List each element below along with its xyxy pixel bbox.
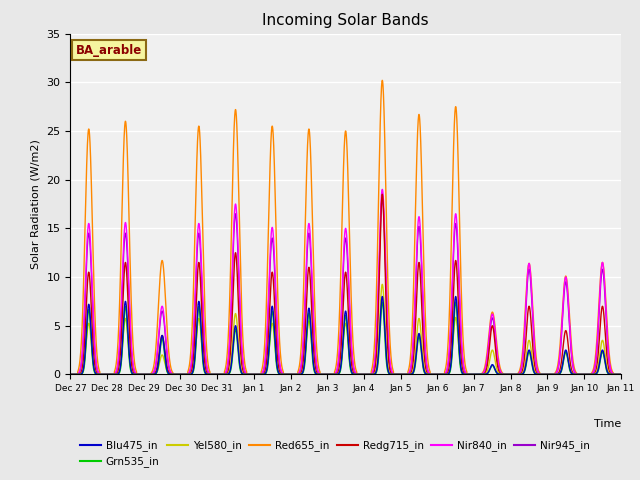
Nir945_in [378,196,386,202]
Nir840_in [179,372,186,377]
Nir840_in [184,372,192,377]
Red655_in [500,372,508,377]
Yel580_in [179,372,186,377]
Line: Red655_in: Red655_in [70,80,621,374]
Red655_in [422,319,429,325]
Redg715_in [422,365,429,371]
Y-axis label: Solar Radiation (W/m2): Solar Radiation (W/m2) [31,139,41,269]
Nir840_in [617,372,625,377]
Line: Nir945_in: Nir945_in [70,199,621,374]
Blu475_in [615,372,623,377]
Redg715_in [67,372,74,377]
Nir840_in [67,372,74,377]
Nir945_in [422,353,429,359]
Blu475_in [617,372,625,377]
Yel580_in [500,372,508,377]
Grn535_in [617,372,625,377]
Red655_in [615,372,623,377]
Red655_in [179,372,186,377]
Blu475_in [273,357,280,363]
Line: Nir840_in: Nir840_in [70,190,621,374]
Nir945_in [184,372,192,377]
Redg715_in [179,372,186,377]
Grn535_in [184,372,192,377]
Grn535_in [273,361,280,367]
Nir840_in [273,306,280,312]
Blu475_in [422,371,429,376]
Yel580_in [378,281,386,287]
Grn535_in [179,372,186,377]
Nir945_in [273,313,280,319]
Title: Incoming Solar Bands: Incoming Solar Bands [262,13,429,28]
Redg715_in [378,192,386,197]
Text: Time: Time [593,419,621,429]
Grn535_in [67,372,74,377]
Redg715_in [184,372,192,377]
Yel580_in [422,370,429,375]
Nir945_in [67,372,74,377]
Yel580_in [617,372,625,377]
Grn535_in [500,372,508,377]
Blu475_in [452,294,460,300]
Nir945_in [617,372,625,377]
Line: Redg715_in: Redg715_in [70,194,621,374]
Redg715_in [500,372,508,377]
Legend: Blu475_in, Grn535_in, Yel580_in, Red655_in, Redg715_in, Nir840_in, Nir945_in: Blu475_in, Grn535_in, Yel580_in, Red655_… [76,436,595,471]
Line: Yel580_in: Yel580_in [70,284,621,374]
Grn535_in [422,371,429,377]
Yel580_in [67,372,74,377]
Yel580_in [184,372,192,377]
Blu475_in [179,372,186,377]
Yel580_in [273,358,280,364]
Nir840_in [615,372,623,377]
Grn535_in [615,372,623,377]
Redg715_in [617,372,625,377]
Grn535_in [452,299,460,305]
Nir945_in [179,372,186,377]
Redg715_in [615,372,623,377]
Blu475_in [67,372,74,377]
Blu475_in [184,372,192,377]
Nir945_in [615,372,623,377]
Blu475_in [500,372,508,377]
Redg715_in [273,340,280,346]
Line: Grn535_in: Grn535_in [70,302,621,374]
Line: Blu475_in: Blu475_in [70,297,621,374]
Nir840_in [422,350,429,356]
Red655_in [273,243,280,249]
Nir840_in [378,187,386,192]
Yel580_in [615,372,623,377]
Red655_in [67,372,74,377]
Nir945_in [500,372,508,377]
Nir840_in [500,372,508,377]
Red655_in [617,372,625,377]
Text: BA_arable: BA_arable [76,44,142,57]
Red655_in [184,368,192,374]
Red655_in [378,77,386,83]
